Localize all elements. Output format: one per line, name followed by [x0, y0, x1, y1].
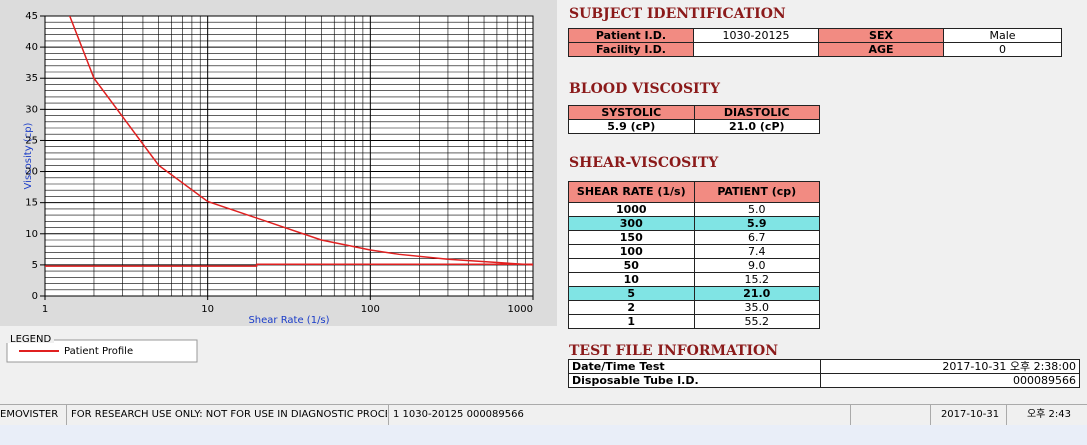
x-tick-label: 100: [361, 304, 380, 315]
status-cell: 1 1030-20125 000089566: [388, 405, 849, 425]
status-cell: EMOVISTER: [0, 409, 59, 420]
heading: BLOOD VISCOSITY: [569, 81, 721, 97]
cell: 21.0 (cP): [693, 119, 820, 134]
heading: SUBJECT IDENTIFICATION: [569, 6, 786, 22]
y-tick-label: 0: [32, 291, 38, 302]
cell: Date/Time Test: [568, 359, 821, 374]
y-tick-label: 20: [25, 167, 38, 178]
cell: 5.9 (cP): [568, 119, 695, 134]
legend-title: LEGEND: [10, 334, 51, 345]
legend-title-bg: [6, 333, 54, 343]
x-tick-label: 10: [201, 304, 214, 315]
blood-table: SYSTOLIC DIASTOLIC 5.9 (cP) 21.0 (cP): [568, 105, 820, 134]
cell: 21.0: [693, 286, 820, 301]
legend-box: [6, 339, 198, 363]
cell: 100: [568, 244, 695, 259]
cell: Facility I.D.: [568, 42, 694, 57]
shear-table: SHEAR RATE (1/s) PATIENT (cp) 1000 5.0 300 5…: [568, 181, 820, 329]
taskbar: [0, 425, 1087, 445]
cell: Patient I.D.: [568, 28, 694, 43]
cell: 0: [943, 42, 1062, 57]
cell: 1000: [568, 202, 695, 217]
cell: 5.0: [693, 202, 820, 217]
y-tick-label: 5: [32, 260, 38, 271]
status-cell: 오후 2:43: [1006, 405, 1087, 425]
test-file-table: Date/Time Test 2017-10-31 오후 2:38:00 Disp…: [568, 359, 1080, 388]
cell: 1030-20125: [693, 28, 819, 43]
x-tick-label: 1000: [508, 304, 533, 315]
chart: Viscosity (cp) Shear Rate (1/s) LEGEND P…: [0, 0, 557, 363]
heading: SHEAR-VISCOSITY: [569, 155, 719, 171]
cell: SEX: [818, 28, 944, 43]
cell: 9.0: [693, 258, 820, 273]
x-tick-label: 1: [42, 304, 48, 315]
data-line: [68, 16, 533, 266]
cell: 10: [568, 272, 695, 287]
cell: 6.7: [693, 230, 820, 245]
cell: 35.0: [693, 300, 820, 315]
status-cell: 2017-10-31: [930, 405, 1005, 425]
cell: 5.9: [693, 216, 820, 231]
cell: 15.2: [693, 272, 820, 287]
cell: 1: [568, 314, 695, 329]
legend-label: Patient Profile: [64, 346, 133, 357]
y-tick-label: 25: [25, 135, 38, 146]
y-tick-label: 30: [25, 104, 38, 115]
cell: 50: [568, 258, 695, 273]
cell: [693, 42, 819, 57]
cell: PATIENT (cp): [693, 181, 820, 203]
cell: 000089566: [820, 373, 1080, 388]
cell: 5: [568, 286, 695, 301]
y-tick-label: 40: [25, 42, 38, 53]
cell: 2: [568, 300, 695, 315]
cell: Disposable Tube I.D.: [568, 373, 821, 388]
y-tick-label: 15: [25, 198, 38, 209]
cell: Male: [943, 28, 1062, 43]
y-tick-label: 10: [25, 229, 38, 240]
y-axis-label: Viscosity (cp): [23, 122, 34, 189]
cell: SHEAR RATE (1/s): [568, 181, 695, 203]
cell: 150: [568, 230, 695, 245]
cell: SYSTOLIC: [568, 105, 695, 120]
y-tick-label: 35: [25, 73, 38, 84]
status-border: [0, 404, 1087, 405]
y-tick-label: 45: [25, 11, 38, 22]
status-cell: FOR RESEARCH USE ONLY: NOT FOR USE IN DI…: [66, 405, 387, 425]
cell: AGE: [818, 42, 944, 57]
plot-area: [44, 15, 534, 297]
cell: 7.4: [693, 244, 820, 259]
cell: 2017-10-31 오후 2:38:00: [820, 359, 1080, 374]
heading: TEST FILE INFORMATION: [569, 343, 779, 359]
cell: 300: [568, 216, 695, 231]
status-cell: [850, 405, 929, 425]
cell: DIASTOLIC: [693, 105, 820, 120]
subject-table: Patient I.D. 1030-20125 SEX Male Facility I…: [568, 28, 1062, 57]
data-line: [45, 263, 533, 267]
x-axis-label: Shear Rate (1/s): [248, 315, 329, 326]
cell: 55.2: [693, 314, 820, 329]
